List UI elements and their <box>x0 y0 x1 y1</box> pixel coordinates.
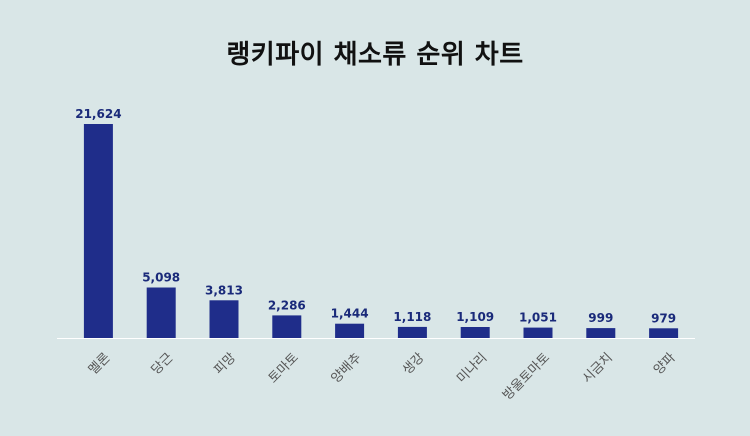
value-label-8: 1,051 <box>519 311 557 325</box>
value-label-10: 979 <box>651 311 676 325</box>
x-tick-label-8: 방울토마토 <box>500 350 553 403</box>
value-label-3: 3,813 <box>205 283 243 297</box>
x-tick-label-6: 생강 <box>400 350 428 378</box>
bar-8 <box>523 327 553 338</box>
x-tick-label-5: 양배추 <box>329 350 365 386</box>
value-label-1: 21,624 <box>75 107 121 121</box>
bar-3 <box>209 300 239 338</box>
bar-9 <box>586 328 616 338</box>
x-tick-label-9: 시금치 <box>580 350 616 386</box>
tick-labels-group: 멜론 당근 피망 토마토 양배추 생강 미나리 방울토마토 시금치 양파 <box>86 350 679 403</box>
value-label-2: 5,098 <box>142 271 180 285</box>
x-tick-label-10: 양파 <box>651 350 679 378</box>
value-label-9: 999 <box>588 311 613 325</box>
x-tick-label-1: 멜론 <box>86 350 114 378</box>
bar-4 <box>272 315 302 338</box>
bar-1 <box>83 124 113 338</box>
bar-7 <box>460 327 490 338</box>
bars-group <box>83 124 679 338</box>
x-tick-label-2: 당근 <box>149 350 177 378</box>
bar-5 <box>335 323 365 338</box>
value-label-6: 1,118 <box>393 310 431 324</box>
value-labels-group: 21,624 5,098 3,813 2,286 1,444 1,118 1,109 1,05… <box>75 107 676 325</box>
bar-10 <box>649 328 679 338</box>
bar-2 <box>146 287 176 338</box>
bar-6 <box>397 326 427 338</box>
x-tick-label-7: 미나리 <box>454 350 490 386</box>
value-label-5: 1,444 <box>331 307 369 321</box>
value-label-4: 2,286 <box>268 298 306 312</box>
x-tick-label-4: 토마토 <box>266 350 302 386</box>
value-label-7: 1,109 <box>456 310 494 324</box>
chart-title: 랭키파이 채소류 순위 차트 <box>226 40 524 70</box>
x-tick-label-3: 피망 <box>212 350 240 378</box>
